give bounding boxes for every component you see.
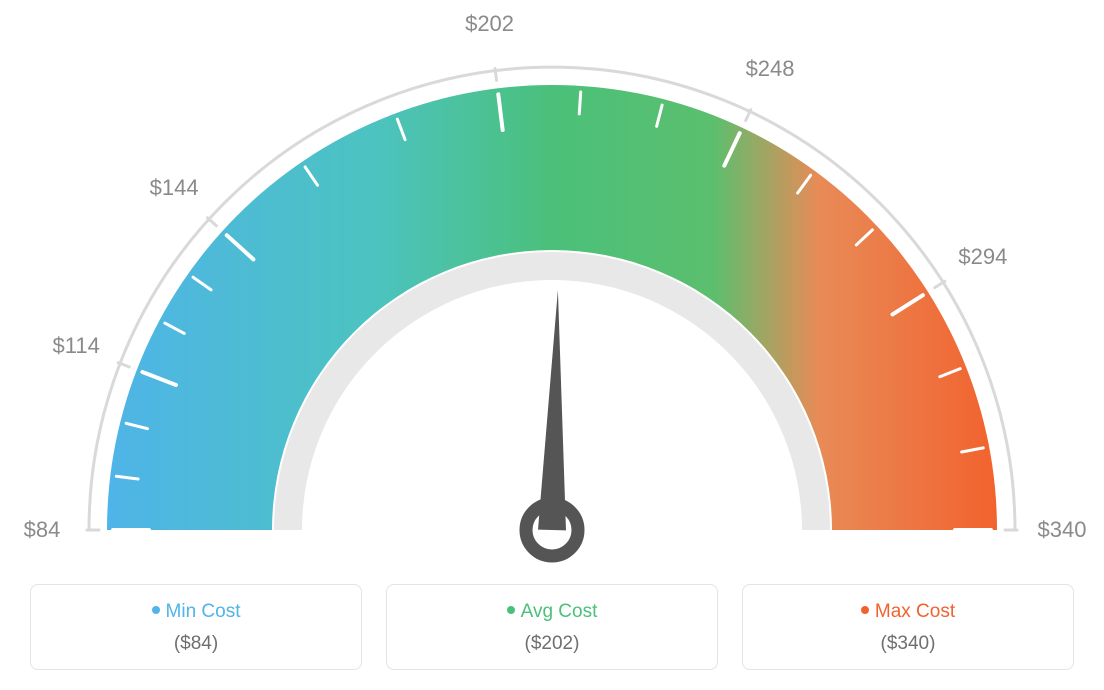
tick-label: $294 bbox=[958, 244, 1007, 270]
tick-label: $248 bbox=[746, 56, 795, 82]
legend-value-avg: ($202) bbox=[397, 633, 707, 655]
legend-title-avg: Avg Cost bbox=[397, 601, 707, 623]
legend-label-min: Min Cost bbox=[166, 601, 241, 622]
legend-card-min: Min Cost ($84) bbox=[30, 584, 362, 670]
legend-card-max: Max Cost ($340) bbox=[742, 584, 1074, 670]
legend-row: Min Cost ($84) Avg Cost ($202) Max Cost … bbox=[30, 584, 1074, 670]
legend-value-max: ($340) bbox=[753, 633, 1063, 655]
dot-icon bbox=[152, 606, 160, 614]
legend-label-max: Max Cost bbox=[875, 601, 955, 622]
dot-icon bbox=[861, 606, 869, 614]
gauge-svg bbox=[0, 0, 1104, 570]
tick-label: $114 bbox=[53, 333, 100, 359]
tick-label: $340 bbox=[1038, 517, 1087, 543]
legend-title-min: Min Cost bbox=[41, 601, 351, 623]
tick-label: $144 bbox=[150, 175, 199, 201]
tick-label: $84 bbox=[24, 517, 61, 543]
chart-container: $84 $114 $144 $202 $248 $294 $340 Min Cost ($8… bbox=[0, 0, 1104, 690]
legend-value-min: ($84) bbox=[41, 633, 351, 655]
legend-title-max: Max Cost bbox=[753, 601, 1063, 623]
legend-card-avg: Avg Cost ($202) bbox=[386, 584, 718, 670]
legend-label-avg: Avg Cost bbox=[521, 601, 598, 622]
tick-label: $202 bbox=[465, 11, 514, 37]
gauge-area: $84 $114 $144 $202 $248 $294 $340 bbox=[0, 0, 1104, 570]
dot-icon bbox=[507, 606, 515, 614]
